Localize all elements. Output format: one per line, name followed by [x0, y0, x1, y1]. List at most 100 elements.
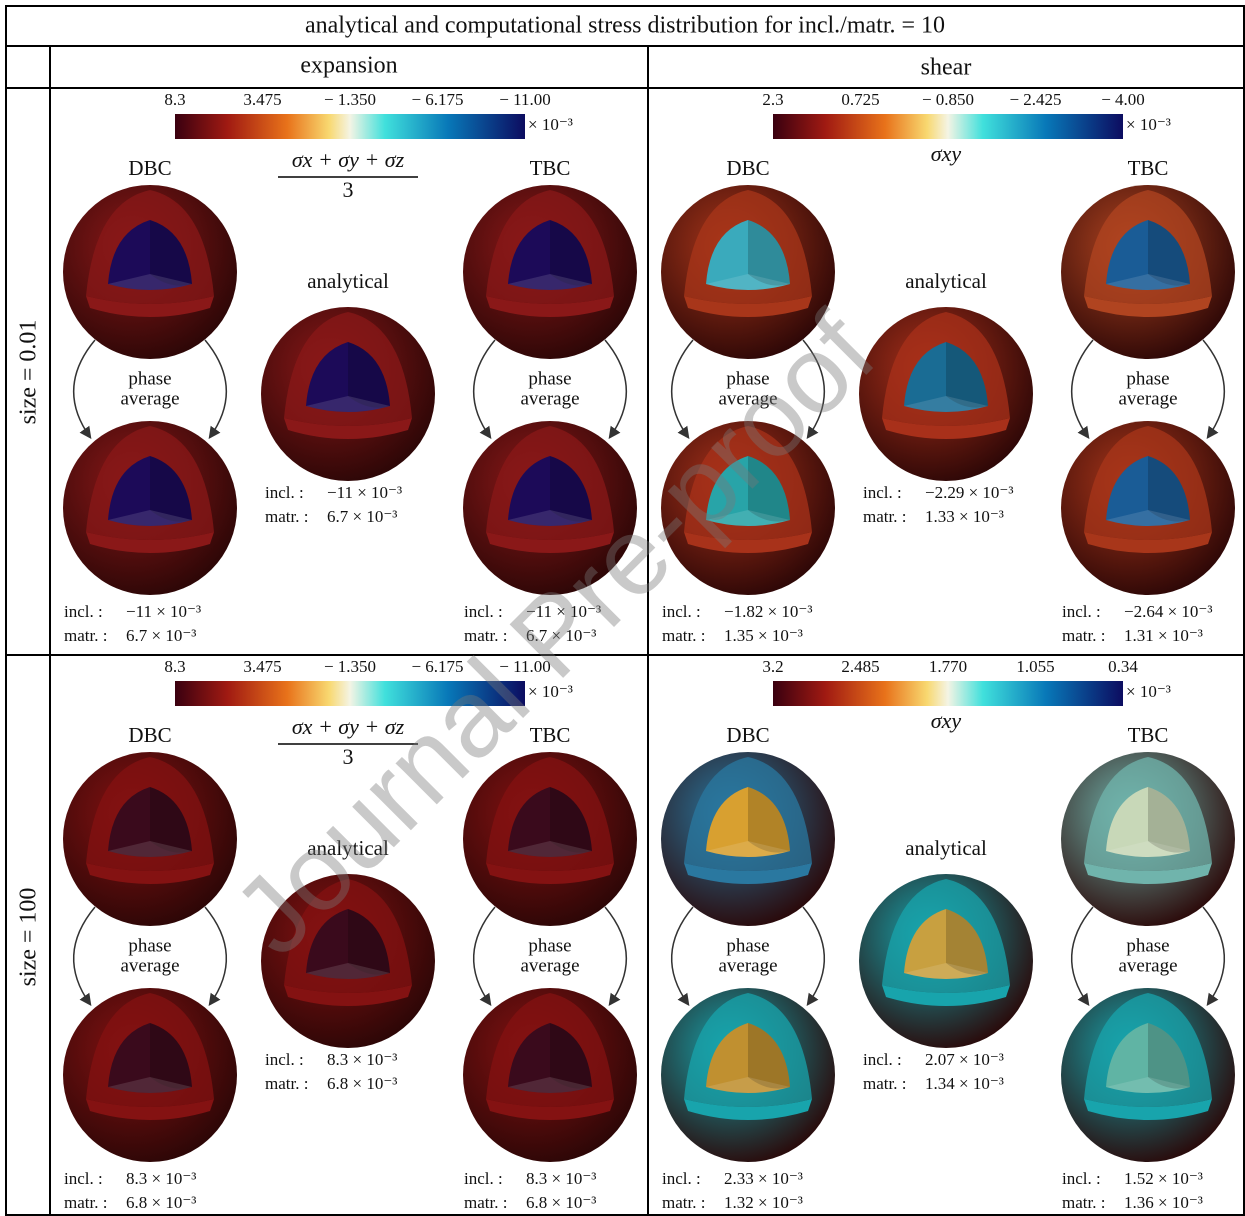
matr-label: matr. :	[863, 1074, 906, 1093]
colorbar-tick-label: − 6.175	[411, 90, 463, 109]
row-header: size = 0.01	[16, 320, 42, 425]
quantity-numerator: σx + σy + σz	[292, 714, 405, 739]
cut-floor	[284, 418, 412, 439]
cut-floor	[684, 1099, 812, 1120]
colorbar-tick-label: − 4.00	[1101, 90, 1145, 109]
incl-label: incl. :	[64, 602, 103, 621]
matr-label: matr. :	[863, 507, 906, 526]
sphere	[261, 874, 435, 1048]
method-label: TBC	[530, 723, 571, 747]
colorbar	[175, 114, 525, 139]
phase-average-label: phase	[726, 935, 769, 956]
incl-label: incl. :	[464, 602, 503, 621]
sphere	[661, 185, 835, 359]
sphere	[1061, 421, 1235, 595]
inclusion	[1106, 1023, 1190, 1093]
incl-value: −11 × 10⁻³	[327, 483, 402, 502]
arrow	[1070, 906, 1094, 1006]
arrow	[472, 906, 496, 1006]
cut-floor	[486, 863, 614, 884]
colorbar-multiplier: × 10⁻³	[528, 682, 573, 701]
inclusion-floor	[306, 396, 390, 412]
sphere	[463, 185, 637, 359]
matr-label: matr. :	[265, 507, 308, 526]
inclusion-shade	[946, 342, 988, 408]
cut-floor	[486, 1099, 614, 1120]
sphere	[261, 307, 435, 481]
inclusion	[108, 456, 192, 526]
inclusion	[508, 1023, 592, 1093]
phase-average-label: phase	[528, 935, 571, 956]
panel: 3.2 2.485 1.770 1.055 0.34× 10⁻³σxyDBCphasea…	[661, 657, 1235, 1212]
inclusion	[1106, 787, 1190, 857]
quantity-numerator: σx + σy + σz	[292, 147, 405, 172]
quantity-denominator: 3	[343, 177, 354, 202]
inclusion-floor	[508, 1077, 592, 1093]
inclusion	[1106, 456, 1190, 526]
inclusion-floor	[904, 396, 988, 412]
colorbar-tick-label: − 1.350	[324, 657, 376, 676]
inclusion	[306, 909, 390, 979]
inclusion-shade	[348, 909, 390, 975]
inclusion-floor	[108, 841, 192, 857]
inclusion-shade	[348, 342, 390, 408]
arrow	[472, 339, 496, 439]
phase-average-label: average	[1118, 955, 1177, 976]
incl-value: 1.52 × 10⁻³	[1124, 1169, 1203, 1188]
inclusion-shade	[150, 456, 192, 522]
method-label: TBC	[1128, 156, 1169, 180]
quantity-symbol: σxy	[931, 708, 962, 733]
phase-average-label: phase	[726, 368, 769, 389]
inclusion-shade	[150, 220, 192, 286]
colorbar-tick-label: 2.3	[762, 90, 783, 109]
phase-average-label: average	[520, 955, 579, 976]
method-label: analytical	[905, 836, 987, 860]
cut-floor	[86, 296, 214, 317]
incl-label: incl. :	[662, 602, 701, 621]
sphere	[1061, 752, 1235, 926]
inclusion	[108, 220, 192, 290]
phase-average-label: phase	[128, 935, 171, 956]
arrow	[204, 906, 228, 1006]
matr-label: matr. :	[64, 626, 107, 645]
incl-label: incl. :	[1062, 602, 1101, 621]
inclusion-floor	[306, 963, 390, 979]
cut-floor	[86, 1099, 214, 1120]
panel: 8.3 3.475 − 1.350 − 6.175 − 11.00 × 10⁻³ σx + …	[63, 657, 637, 1212]
inclusion-floor	[706, 1077, 790, 1093]
method-label: DBC	[128, 723, 171, 747]
matr-value: 1.36 × 10⁻³	[1124, 1193, 1203, 1212]
sphere	[859, 874, 1033, 1048]
panels: 8.3 3.475 − 1.350 − 6.175 − 11.00 × 10⁻³ σx + …	[63, 90, 1235, 1212]
inclusion-floor	[108, 274, 192, 290]
sphere	[463, 752, 637, 926]
arrow	[1202, 906, 1226, 1006]
incl-value: 2.33 × 10⁻³	[724, 1169, 803, 1188]
inclusion	[508, 787, 592, 857]
matr-label: matr. :	[265, 1074, 308, 1093]
sphere	[63, 185, 237, 359]
matr-label: matr. :	[662, 1193, 705, 1212]
matr-value: 6.8 × 10⁻³	[327, 1074, 397, 1093]
sphere	[859, 307, 1033, 481]
inclusion-shade	[1148, 456, 1190, 522]
inclusion-shade	[1148, 787, 1190, 853]
colorbar-tick-label: − 11.00	[499, 657, 550, 676]
arrow	[604, 906, 628, 1006]
inclusion	[706, 1023, 790, 1093]
colorbar-tick-label: 0.34	[1108, 657, 1138, 676]
matr-label: matr. :	[1062, 1193, 1105, 1212]
incl-label: incl. :	[863, 483, 902, 502]
matr-value: 6.7 × 10⁻³	[526, 626, 596, 645]
sphere	[661, 752, 835, 926]
cut-floor	[486, 532, 614, 553]
cut-floor	[684, 863, 812, 884]
inclusion	[1106, 220, 1190, 290]
matr-value: 1.33 × 10⁻³	[925, 507, 1004, 526]
cut-floor	[284, 985, 412, 1006]
phase-average-label: phase	[1126, 935, 1169, 956]
arrow	[1070, 339, 1094, 439]
inclusion	[108, 787, 192, 857]
colorbar-multiplier: × 10⁻³	[1126, 682, 1171, 701]
cut-floor	[1084, 532, 1212, 553]
